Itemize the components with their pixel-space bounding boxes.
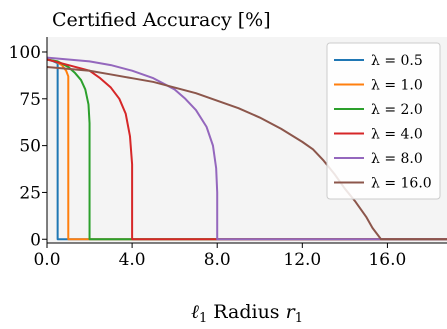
x-tick-label: 0.0: [33, 250, 60, 270]
x-tick-label: 8.0: [204, 250, 231, 270]
y-tick-label: 0: [30, 230, 41, 250]
legend-label: λ = 16.0: [371, 176, 432, 192]
series-line-4: [46, 56, 447, 241]
axes: [46, 37, 447, 244]
ticks: 0.0 4.0 8.0 12.0 16.0 0 25 50 75 100: [9, 43, 407, 270]
series-line-3: [46, 58, 447, 241]
x-axis-title: ℓ1 Radius r1: [191, 301, 303, 326]
legend: λ = 0.5 λ = 1.0 λ = 2.0 λ = 4.0 λ = 8.0 λ = 1…: [326, 42, 441, 200]
y-tick-label: 100: [9, 43, 41, 63]
chart-title: Certified Accuracy [%]: [52, 9, 271, 31]
y-tick-label: 75: [19, 90, 41, 110]
series-lines: [46, 56, 447, 241]
legend-label: λ = 1.0: [371, 78, 423, 94]
x-tick-label: 12.0: [283, 250, 321, 270]
y-tick-label: 50: [19, 137, 41, 157]
series-line-5: [46, 65, 447, 241]
legend-label: λ = 8.0: [371, 151, 423, 167]
legend-label: λ = 0.5: [371, 53, 423, 69]
x-tick-label: 16.0: [368, 250, 406, 270]
legend-label: λ = 2.0: [371, 102, 423, 118]
legend-label: λ = 4.0: [371, 127, 423, 143]
y-tick-label: 25: [19, 183, 41, 203]
legend-box: [326, 42, 441, 200]
x-tick-label: 4.0: [119, 250, 146, 270]
